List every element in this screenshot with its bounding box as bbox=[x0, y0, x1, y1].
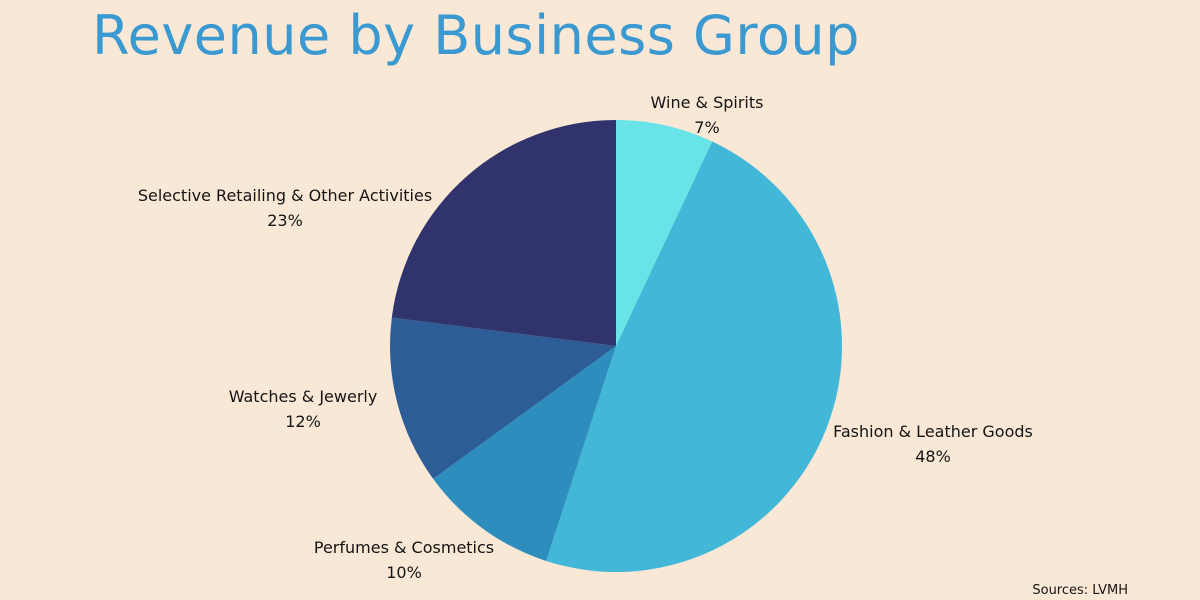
slice-percent: 23% bbox=[267, 211, 303, 230]
slice-percent: 10% bbox=[386, 563, 422, 582]
slice-label-selective-retailing: Selective Retailing & Other Activities 2… bbox=[138, 183, 432, 233]
slice-percent: 12% bbox=[285, 412, 321, 431]
pie-slice-wine-spirits bbox=[616, 120, 713, 346]
pie-slice-perfumes-cosmetics bbox=[433, 346, 616, 561]
slice-label-wine-spirits: Wine & Spirits 7% bbox=[651, 90, 764, 140]
pie-slice-watches-jewerly bbox=[389, 317, 616, 479]
slice-name: Watches & Jewerly bbox=[228, 387, 378, 406]
slice-name: Fashion & Leather Goods bbox=[833, 422, 1033, 441]
slice-name: Wine & Spirits bbox=[650, 93, 764, 112]
slice-label-perfumes-cosmetics: Perfumes & Cosmetics 10% bbox=[314, 535, 494, 585]
slice-percent: 48% bbox=[915, 447, 951, 466]
chart-title: Revenue by Business Group bbox=[92, 4, 860, 67]
source-note: Sources: LVMH bbox=[1032, 583, 1128, 598]
slice-name: Selective Retailing & Other Activities bbox=[137, 186, 433, 205]
pie-slice-fashion-leather-goods bbox=[546, 141, 843, 573]
slice-percent: 7% bbox=[694, 118, 720, 137]
slice-label-watches-jewerly: Watches & Jewerly 12% bbox=[229, 384, 378, 434]
slice-name: Perfumes & Cosmetics bbox=[313, 538, 495, 557]
pie-slice-selective-retailing-other-activities bbox=[391, 120, 616, 346]
slice-label-fashion-leather-goods: Fashion & Leather Goods 48% bbox=[833, 419, 1033, 469]
